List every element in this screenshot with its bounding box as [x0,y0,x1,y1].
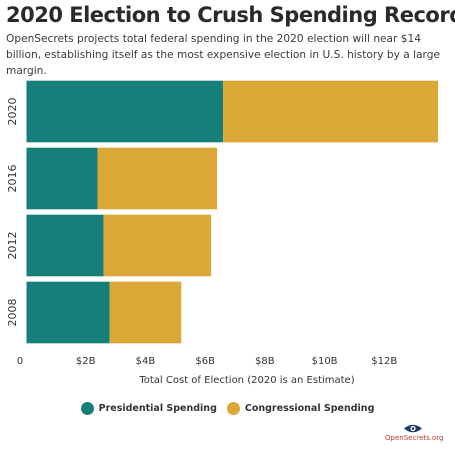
bar-2008-presidential [26,281,110,344]
x-tick-label: $6B [195,356,215,367]
bar-2016-presidential [26,147,98,210]
x-tick-label: $4B [136,356,156,367]
logo-text: OpenSecrets.org [385,434,444,442]
bar-2020-congressional [223,80,439,143]
x-tick-label: $10B [312,356,338,367]
category-label-2016: 2016 [6,165,19,193]
legend-item-presidential: Presidential Spending [80,402,217,415]
bar-2012-presidential [26,214,104,277]
x-tick-label: $2B [76,356,96,367]
bar-2008-congressional [109,281,182,344]
eye-icon [404,424,422,433]
x-tick-label: $8B [255,356,275,367]
legend-swatch-presidential [80,402,94,415]
legend-item-congressional: Congressional Spending [226,402,375,415]
legend-swatch-congressional [226,402,240,415]
category-label-2020: 2020 [6,98,19,126]
legend-label-presidential: Presidential Spending [98,403,217,414]
x-tick-label: 0 [17,356,23,367]
chart-legend: Presidential Spending Congressional Spen… [0,402,455,415]
bar-2016-congressional [97,147,218,210]
opensecrets-logo: OpenSecrets.org [385,423,444,442]
bar-2012-congressional [103,214,212,277]
x-axis-label: Total Cost of Election (2020 is an Estim… [138,375,354,386]
category-label-2012: 2012 [6,232,19,260]
chart-subtitle: OpenSecrets projects total federal spend… [6,33,440,77]
legend-label-congressional: Congressional Spending [244,403,375,414]
chart-title: 2020 Election to Crush Spending Records [6,3,455,27]
category-label-2008: 2008 [6,299,19,327]
bar-2020-presidential [26,80,224,143]
x-tick-label: $12B [371,356,397,367]
